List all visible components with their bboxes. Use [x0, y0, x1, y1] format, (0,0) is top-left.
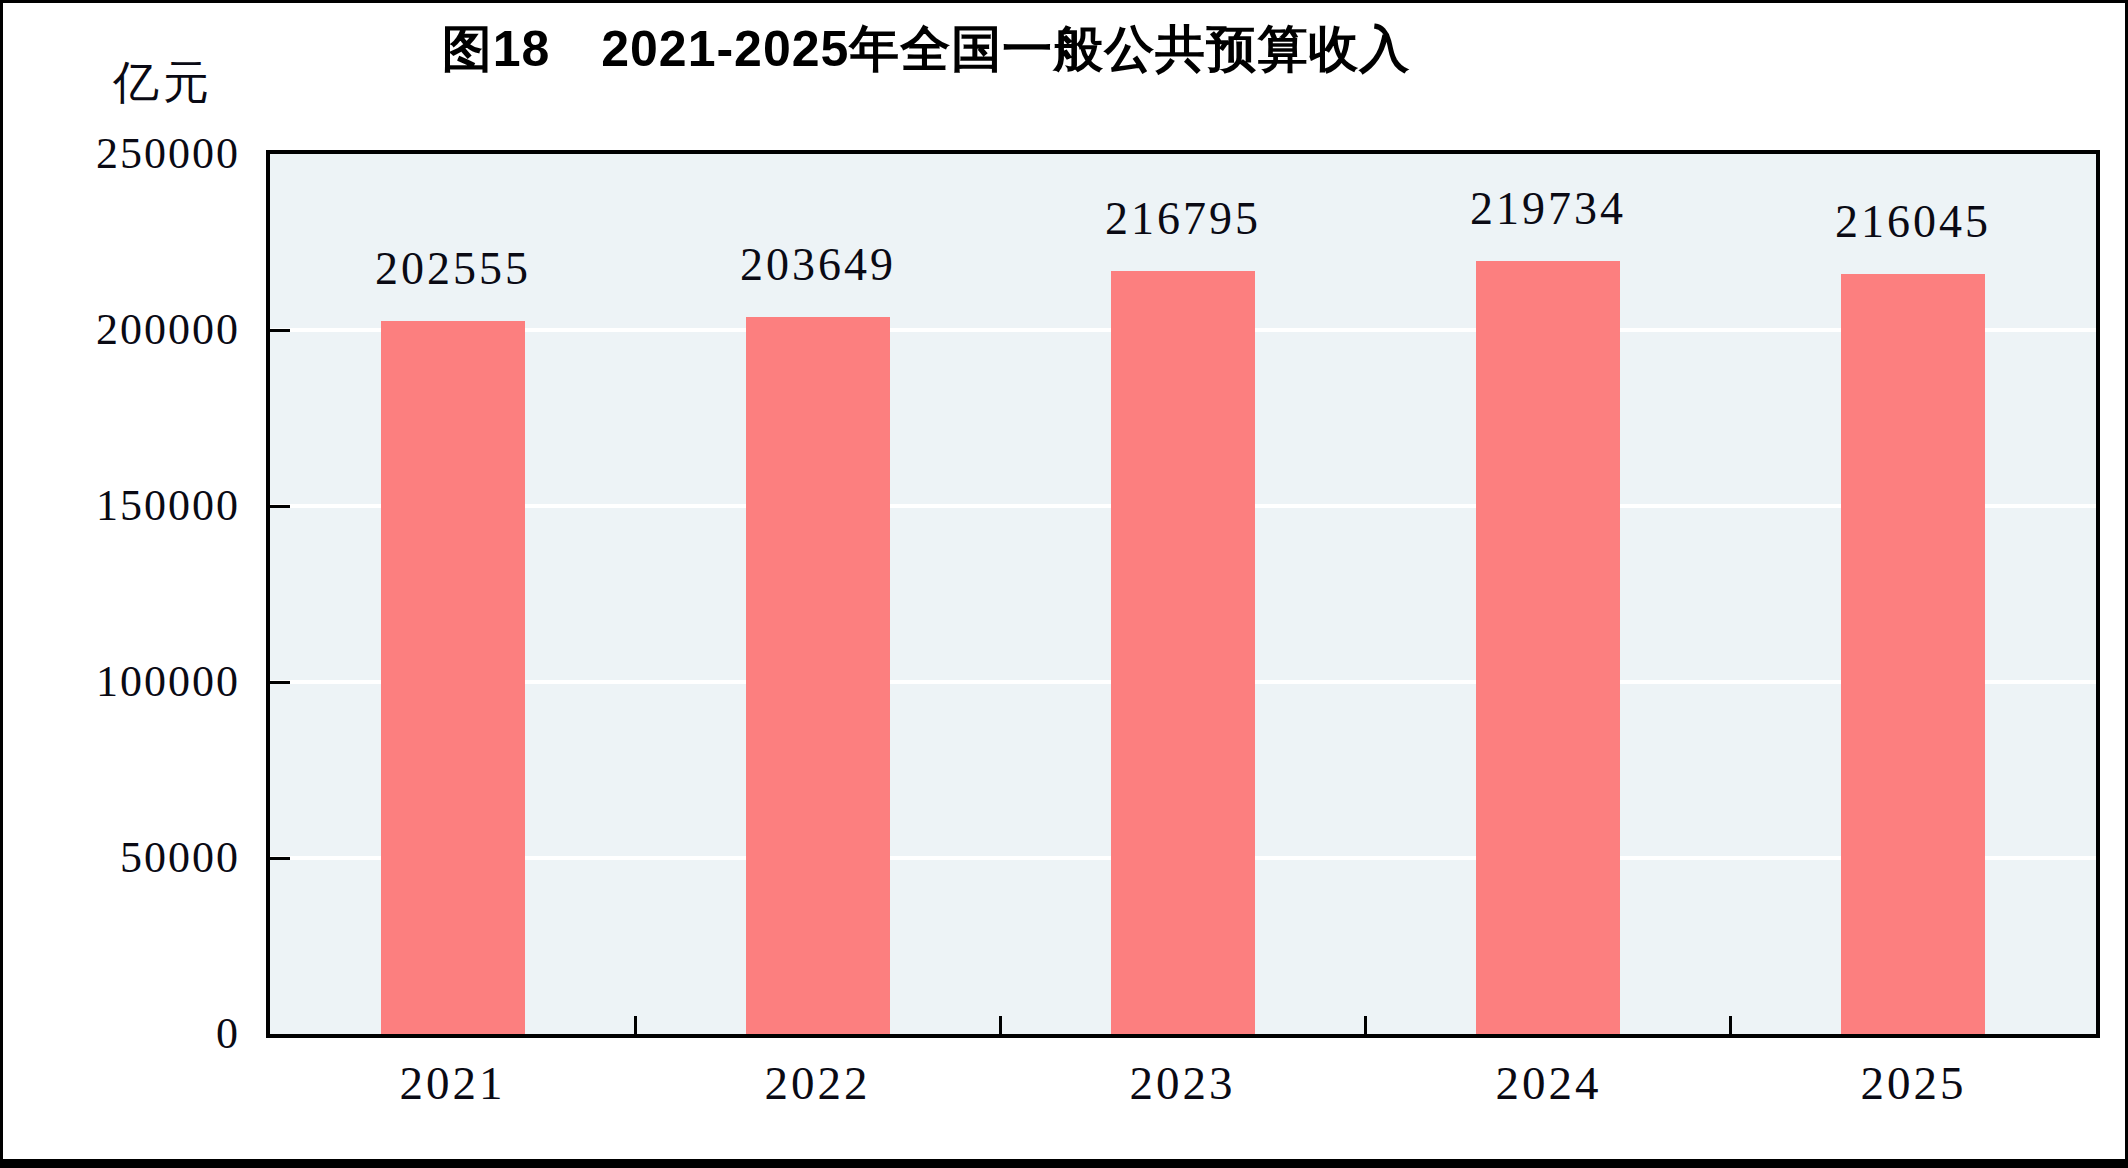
y-axis-tick	[270, 505, 290, 508]
x-axis-tick	[1729, 1016, 1732, 1034]
x-axis-tick	[1364, 1016, 1367, 1034]
bar-value-label-2025: 216045	[1753, 197, 2073, 247]
y-tick-label: 150000	[30, 479, 240, 533]
bottom-frame-bar	[3, 1159, 2125, 1168]
y-axis-tick	[270, 681, 290, 684]
bar-value-label-2021: 202555	[293, 244, 613, 294]
y-tick-label: 250000	[30, 127, 240, 181]
bar-2023	[1111, 271, 1255, 1034]
bar-value-label-2024: 219734	[1388, 184, 1708, 234]
y-axis-tick	[270, 857, 290, 860]
y-tick-label: 100000	[30, 655, 240, 709]
x-tick-label-2022: 2022	[635, 1055, 1000, 1111]
page-frame: 图18 2021-2025年全国一般公共预算收入 亿元 0 50000 100000…	[0, 0, 2128, 1168]
bar-2021	[381, 321, 525, 1034]
bar-2022	[746, 317, 890, 1034]
bar-value-label-2022: 203649	[658, 240, 978, 290]
y-axis-unit-label: 亿元	[113, 57, 213, 109]
x-tick-label-2023: 2023	[1000, 1055, 1365, 1111]
y-axis-tick	[270, 329, 290, 332]
chart-title: 图18 2021-2025年全国一般公共预算收入	[3, 17, 1849, 81]
y-tick-label: 0	[30, 1007, 240, 1061]
bar-2025	[1841, 274, 1985, 1034]
x-axis-tick	[999, 1016, 1002, 1034]
bar-value-label-2023: 216795	[1023, 194, 1343, 244]
x-axis-tick	[634, 1016, 637, 1034]
y-tick-label: 200000	[30, 303, 240, 357]
bar-2024	[1476, 261, 1620, 1034]
x-tick-label-2025: 2025	[1731, 1055, 2096, 1111]
x-tick-label-2021: 2021	[270, 1055, 635, 1111]
x-tick-label-2024: 2024	[1366, 1055, 1731, 1111]
y-tick-label: 50000	[30, 831, 240, 885]
